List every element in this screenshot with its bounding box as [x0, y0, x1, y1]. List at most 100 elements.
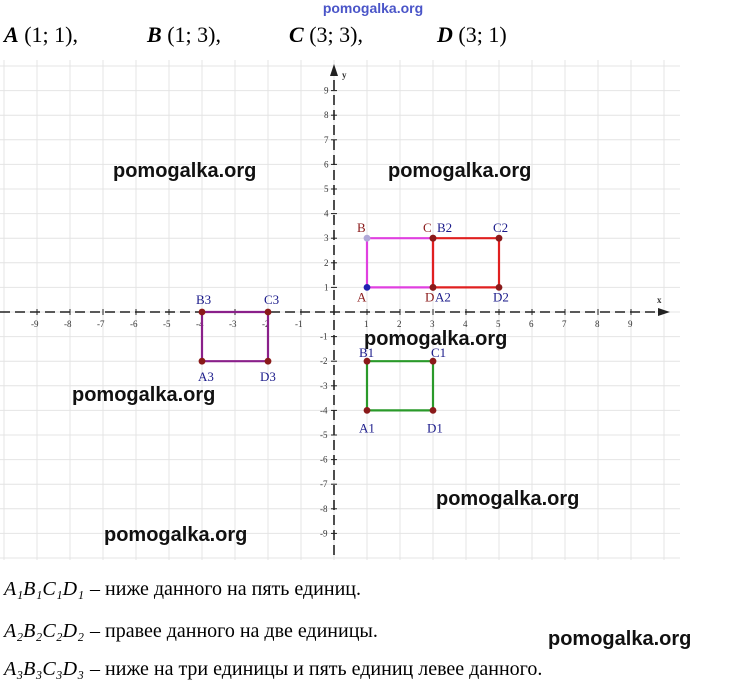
x-tick-label: -4: [196, 319, 204, 329]
x-tick-label: 1: [364, 319, 369, 329]
x-tick-label: -7: [97, 319, 105, 329]
x-tick-label: -9: [31, 319, 39, 329]
watermark: pomogalka.org: [548, 628, 692, 650]
vertex-point: [264, 357, 272, 365]
y-tick-label: 1: [324, 282, 329, 292]
vertex-point: [495, 284, 503, 291]
point-coords: (3; 1): [458, 22, 507, 47]
y-axis-label: y: [342, 70, 347, 80]
x-tick-label: 6: [529, 319, 534, 329]
x-tick-label: 3: [430, 319, 435, 329]
vertex-label: C1: [431, 345, 446, 360]
vertex-label: A3: [198, 369, 214, 384]
vertex-point: [198, 357, 206, 365]
description-text: – ниже на три единицы и пять единиц леве…: [90, 658, 543, 680]
point-a-def: A (1; 1),: [4, 22, 78, 48]
description-line-3: A₃B₃C₃D₃ – ниже на три единицы и пять еди…: [4, 658, 542, 681]
point-c-def: C (3; 3),: [289, 22, 363, 48]
vertex-point: [429, 284, 437, 291]
figure-name: A₁B₁C₁D₁: [4, 578, 85, 600]
y-tick-label: -4: [320, 405, 328, 415]
x-tick-label: -5: [163, 319, 171, 329]
watermark: pomogalka.org: [104, 524, 248, 546]
y-tick-label: 6: [324, 159, 329, 169]
y-tick-label: -6: [320, 455, 328, 465]
rectangle-A1B1C1D1: A1 B1 C1 D1: [359, 345, 446, 435]
description-text: – правее данного на две единицы.: [90, 620, 378, 642]
vertex-point: [363, 284, 371, 291]
y-tick-label: 8: [324, 110, 329, 120]
y-tick-label: -8: [320, 504, 328, 514]
vertex-point: [429, 357, 437, 365]
vertex-label: B: [357, 220, 366, 235]
rectangle-A3B3C3D3: A3 B3 C3 D3: [196, 292, 279, 384]
x-tick-label: -1: [295, 319, 303, 329]
x-axis-label: x: [657, 295, 662, 305]
vertex-point: [429, 234, 437, 242]
y-tick-label: 3: [324, 233, 329, 243]
vertex-label: C2: [493, 220, 508, 235]
y-tick-label: -5: [320, 430, 328, 440]
y-tick-label: 4: [324, 209, 329, 219]
y-tick-label: 2: [324, 258, 329, 268]
vertex-point: [363, 357, 371, 365]
x-tick-label: -6: [130, 319, 138, 329]
x-tick-label: 8: [595, 319, 600, 329]
vertex-label: B2: [437, 220, 452, 235]
watermark: pomogalka.org: [436, 488, 580, 510]
vertex-label: D2: [493, 289, 509, 304]
watermark: pomogalka.org: [388, 160, 532, 182]
vertex-label: A2: [435, 289, 451, 304]
vertex-label: C3: [264, 292, 279, 307]
vertex-point: [198, 308, 206, 316]
x-tick-label: -8: [64, 319, 72, 329]
x-axis-arrow: [658, 308, 670, 316]
vertex-label: B3: [196, 292, 211, 307]
vertex-label: A: [357, 289, 367, 304]
y-tick-label: -2: [320, 356, 328, 366]
rectangle-A2B2C2D2: A2 B2 C2 D2: [429, 220, 509, 304]
y-tick-label: 9: [324, 86, 329, 96]
grid: [0, 60, 680, 560]
point-name: C: [289, 22, 304, 47]
point-name: A: [4, 22, 19, 47]
y-tick-label: -1: [320, 332, 328, 342]
y-axis-arrow: [330, 64, 338, 76]
point-coords: (1; 1),: [24, 22, 78, 47]
point-name: D: [437, 22, 453, 47]
y-tick-label: -7: [320, 479, 328, 489]
vertex-point: [264, 308, 272, 316]
watermark: pomogalka.org: [72, 384, 216, 406]
x-tick-label: 5: [496, 319, 501, 329]
vertex-label: D3: [260, 369, 276, 384]
description-line-1: A₁B₁C₁D₁ – ниже данного на пять единиц.: [4, 578, 361, 601]
x-tick-label: 4: [463, 319, 468, 329]
figure-name: A₃B₃C₃D₃: [4, 658, 85, 680]
vertex-point: [363, 234, 371, 242]
vertex-label: A1: [359, 420, 375, 435]
vertex-label: D1: [427, 420, 443, 435]
vertex-label: C: [423, 220, 432, 235]
x-tick-label: -3: [229, 319, 237, 329]
description-text: – ниже данного на пять единиц.: [90, 578, 361, 600]
watermark: pomogalka.org: [113, 160, 257, 182]
point-coords: (3; 3),: [309, 22, 363, 47]
vertex-label: B1: [359, 345, 374, 360]
vertex-point: [363, 407, 371, 414]
description-line-2: A₂B₂C₂D₂ – правее данного на две единицы.: [4, 620, 378, 643]
vertex-point: [495, 234, 503, 242]
figure-name: A₂B₂C₂D₂: [4, 620, 85, 642]
vertex-point: [429, 407, 437, 414]
y-tick-label: 7: [324, 135, 329, 145]
point-b-def: B (1; 3),: [147, 22, 221, 48]
site-header[interactable]: pomogalka.org: [322, 0, 424, 16]
vertex-label: D: [425, 289, 434, 304]
watermark: pomogalka.org: [364, 328, 508, 350]
x-tick-label: 7: [562, 319, 567, 329]
y-tick-label: -3: [320, 381, 328, 391]
x-tick-label: 9: [628, 319, 633, 329]
point-name: B: [147, 22, 162, 47]
x-tick-label: -2: [262, 319, 270, 329]
y-tick-label: -9: [320, 528, 328, 538]
